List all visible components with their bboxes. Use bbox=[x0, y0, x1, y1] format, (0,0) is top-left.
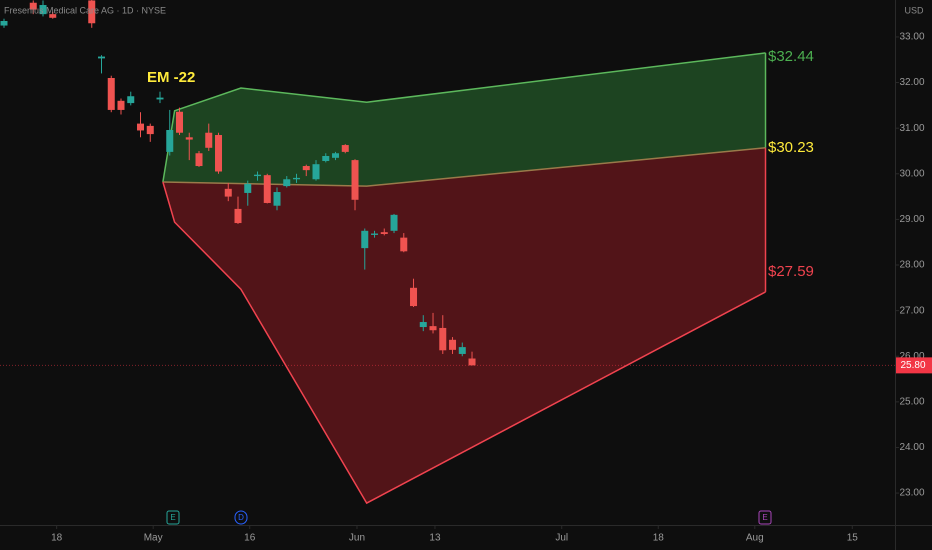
candle-body bbox=[156, 97, 164, 100]
y-tick-label: 26.00 bbox=[899, 351, 924, 362]
candle-body bbox=[273, 192, 281, 206]
candle-body bbox=[283, 179, 291, 187]
last-price-tag bbox=[896, 357, 932, 374]
annotation: $32.44 bbox=[768, 48, 814, 65]
x-tick-label: 13 bbox=[429, 533, 441, 544]
candle-body bbox=[429, 326, 437, 331]
candle-body bbox=[49, 14, 57, 18]
candle-body bbox=[410, 287, 418, 307]
x-tick-label: 15 bbox=[847, 533, 859, 544]
candle-body bbox=[137, 123, 145, 131]
candle-body bbox=[195, 153, 203, 167]
candle-body bbox=[185, 137, 193, 140]
upper-zone bbox=[162, 52, 766, 187]
event-marker bbox=[758, 510, 772, 525]
candle-body bbox=[341, 145, 349, 152]
band-line bbox=[162, 181, 766, 505]
annotation: $27.59 bbox=[768, 263, 814, 280]
x-tick-label: May bbox=[144, 533, 163, 544]
y-tick-label: 25.00 bbox=[899, 396, 924, 407]
candle-body bbox=[400, 237, 408, 252]
y-tick-label: 32.00 bbox=[899, 77, 924, 88]
y-tick-label: 28.00 bbox=[899, 260, 924, 271]
candle-body bbox=[88, 0, 96, 24]
candle-body bbox=[371, 233, 379, 235]
annotation: EM -22 bbox=[147, 69, 195, 86]
y-tick-label: 23.00 bbox=[899, 488, 924, 499]
x-tick-label: 18 bbox=[653, 533, 665, 544]
candle-body bbox=[107, 77, 115, 110]
x-tick-label: Jul bbox=[555, 533, 568, 544]
event-label: D bbox=[238, 513, 244, 522]
candle-body bbox=[293, 177, 301, 180]
candle-body bbox=[439, 327, 447, 351]
band-line bbox=[162, 147, 766, 187]
x-tick-label: 18 bbox=[51, 533, 63, 544]
candle-body bbox=[449, 339, 457, 350]
candle-body bbox=[390, 214, 398, 231]
candle-body bbox=[176, 111, 184, 133]
x-tick-label: Aug bbox=[746, 533, 764, 544]
candle-body bbox=[234, 208, 242, 224]
candle-body bbox=[332, 153, 340, 158]
candle-body bbox=[351, 160, 359, 200]
y-tick-label: 29.00 bbox=[899, 214, 924, 225]
event-label: E bbox=[170, 513, 175, 522]
candle-body bbox=[127, 96, 135, 104]
candle-body bbox=[361, 230, 369, 249]
candle-body bbox=[29, 2, 37, 10]
y-tick-label: 24.00 bbox=[899, 442, 924, 453]
candle-body bbox=[419, 322, 427, 328]
candle-body bbox=[0, 20, 8, 26]
last-price-label: 25.80 bbox=[900, 360, 925, 371]
candle-body bbox=[205, 132, 213, 148]
plot-area bbox=[0, 0, 895, 505]
candle-body bbox=[244, 183, 252, 193]
candle-body bbox=[215, 135, 223, 172]
candle-body bbox=[166, 129, 174, 152]
candle-body bbox=[322, 155, 330, 162]
x-tick-label: Jun bbox=[349, 533, 365, 544]
y-tick-label: 30.00 bbox=[899, 168, 924, 179]
chart-title: Fresenius Medical Care AG · 1D · NYSE bbox=[4, 5, 166, 15]
candle-body bbox=[380, 232, 388, 234]
candle-body bbox=[263, 175, 271, 203]
candle-body bbox=[302, 166, 310, 171]
currency-label: USD bbox=[904, 5, 924, 15]
candle-body bbox=[98, 56, 106, 59]
candle-body bbox=[468, 358, 476, 366]
y-tick-label: 33.00 bbox=[899, 32, 924, 43]
candle-body bbox=[117, 100, 125, 110]
candle-body bbox=[458, 347, 466, 354]
candle-body bbox=[146, 125, 154, 135]
candle-body bbox=[224, 188, 232, 197]
x-tick-label: 16 bbox=[244, 533, 256, 544]
annotation: $30.23 bbox=[768, 139, 814, 156]
candle-body bbox=[39, 5, 47, 15]
event-marker bbox=[166, 510, 180, 525]
candle-body bbox=[312, 164, 320, 180]
event-label: E bbox=[762, 513, 767, 522]
candle-body bbox=[254, 174, 262, 177]
lower-zone bbox=[162, 147, 766, 504]
y-tick-label: 27.00 bbox=[899, 305, 924, 316]
y-tick-label: 31.00 bbox=[899, 123, 924, 134]
event-marker bbox=[234, 510, 248, 525]
